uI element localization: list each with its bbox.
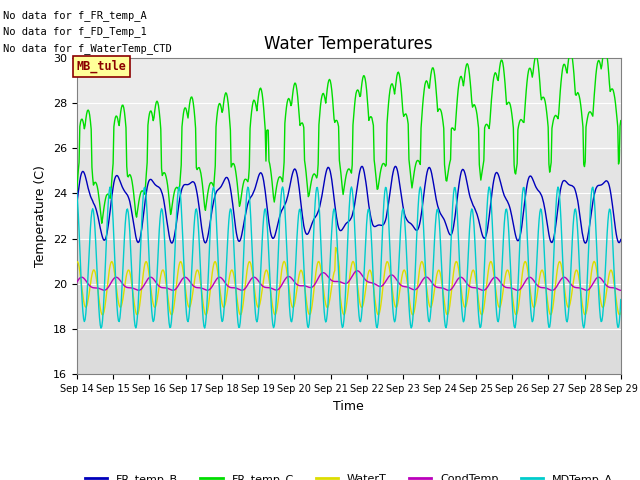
Text: No data for f_WaterTemp_CTD: No data for f_WaterTemp_CTD bbox=[3, 43, 172, 54]
Y-axis label: Temperature (C): Temperature (C) bbox=[35, 165, 47, 267]
X-axis label: Time: Time bbox=[333, 400, 364, 413]
Text: No data for f_FD_Temp_1: No data for f_FD_Temp_1 bbox=[3, 26, 147, 37]
Bar bbox=[77, 58, 621, 148]
Title: Water Temperatures: Water Temperatures bbox=[264, 35, 433, 53]
Text: MB_tule: MB_tule bbox=[77, 60, 127, 73]
Legend: FR_temp_B, FR_temp_C, WaterT, CondTemp, MDTemp_A: FR_temp_B, FR_temp_C, WaterT, CondTemp, … bbox=[81, 469, 617, 480]
Text: No data for f_FR_temp_A: No data for f_FR_temp_A bbox=[3, 10, 147, 21]
Bar bbox=[77, 148, 621, 239]
